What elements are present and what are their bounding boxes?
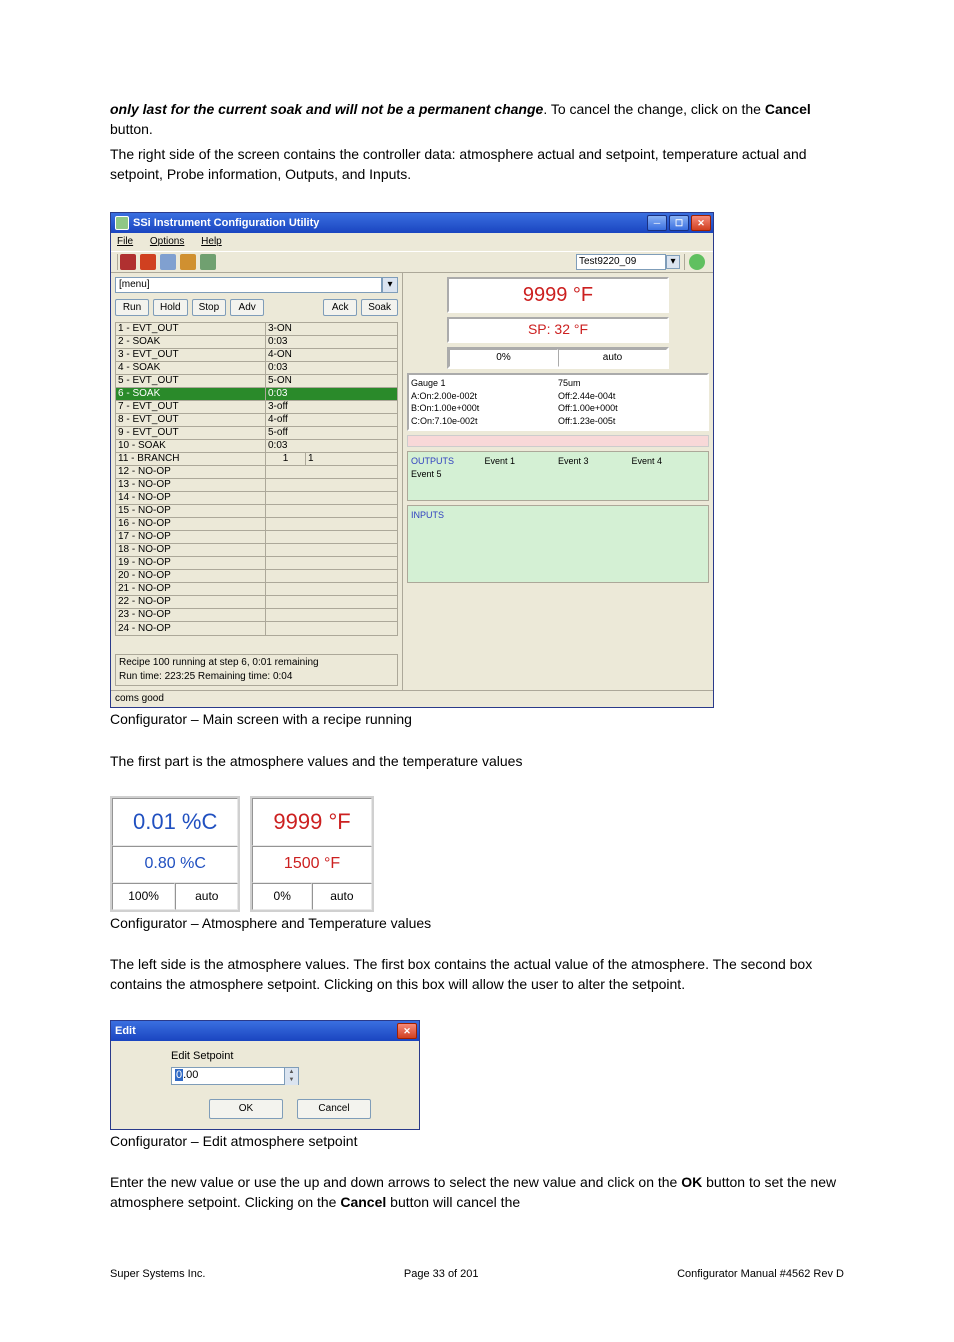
footer-right: Configurator Manual #4562 Rev D — [677, 1267, 844, 1282]
toolbar-icon-4[interactable] — [180, 254, 196, 270]
configurator-window: SSi Instrument Configuration Utility ─ ☐… — [110, 212, 714, 708]
recipe-step-row[interactable]: 23 - NO-OP — [116, 609, 397, 622]
mid-paragraph: The first part is the atmosphere values … — [110, 752, 844, 772]
outputs-header: OUTPUTS — [411, 455, 485, 468]
dialog-titlebar[interactable]: Edit ✕ — [111, 1021, 419, 1041]
toolbar-icon-1[interactable] — [120, 254, 136, 270]
temperature-mode: auto — [312, 883, 372, 910]
menu-options[interactable]: Options — [150, 236, 184, 247]
recipe-pane: [menu] ▾ Run Hold Stop Adv Ack Soak 1 - … — [111, 273, 403, 690]
intro-para-1: only last for the current soak and will … — [110, 100, 844, 139]
ack-button[interactable]: Ack — [323, 299, 357, 316]
output-event-1: Event 1 — [485, 455, 559, 468]
alarm-bar — [407, 435, 709, 447]
gauge-box: Gauge 1A:On:2.00e-002tB:On:1.00e+000tC:O… — [407, 373, 709, 431]
menu-bar: File Options Help — [111, 233, 713, 251]
menu-dropdown[interactable]: [menu] ▾ — [115, 277, 398, 293]
toolbar-icon-2[interactable] — [140, 254, 156, 270]
outputs-box: OUTPUTS Event 1 Event 3 Event 4 Event 5 — [407, 451, 709, 501]
output-percent: 0% — [449, 349, 558, 367]
menu-file[interactable]: File — [117, 236, 133, 247]
toolbar: Test9220_09 ▾ — [111, 251, 713, 273]
edit-setpoint-dialog: Edit ✕ Edit Setpoint 0.00 ▲ ▼ OK Cancel — [110, 1020, 420, 1129]
soak-button[interactable]: Soak — [361, 299, 398, 316]
values-figure: 0.01 %C 0.80 %C 100% auto 9999 °F 1500 °… — [110, 796, 844, 912]
inputs-box: INPUTS — [407, 505, 709, 583]
page-footer: Super Systems Inc. Page 33 of 201 Config… — [110, 1267, 844, 1282]
inputs-header: INPUTS — [411, 510, 444, 520]
stop-button[interactable]: Stop — [192, 299, 227, 316]
final-paragraph: Enter the new value or use the up and do… — [110, 1173, 844, 1212]
system-combo-button[interactable]: ▾ — [666, 255, 680, 269]
intro-emphasis: only last for the current soak and will … — [110, 101, 543, 117]
atmosphere-setpoint[interactable]: 0.80 %C — [112, 846, 238, 882]
temperature-actual: 9999 °F — [447, 277, 669, 313]
figure-caption-2: Configurator – Atmosphere and Temperatur… — [110, 914, 844, 934]
run-button[interactable]: Run — [115, 299, 149, 316]
toolbar-icon-3[interactable] — [160, 254, 176, 270]
maximize-button[interactable]: ☐ — [669, 215, 689, 231]
temperature-output-mode: 0% auto — [447, 347, 669, 369]
toolbar-icon-5[interactable] — [200, 254, 216, 270]
atmosphere-mode: auto — [175, 883, 238, 910]
adv-button[interactable]: Adv — [230, 299, 264, 316]
chevron-down-icon[interactable]: ▾ — [382, 277, 398, 293]
cancel-button[interactable]: Cancel — [297, 1099, 371, 1119]
menu-help[interactable]: Help — [201, 236, 222, 247]
recipe-steps-table[interactable]: 1 - EVT_OUT3-ON2 - SOAK0:033 - EVT_OUT4-… — [115, 322, 398, 636]
temperature-actual-box: 9999 °F — [252, 798, 371, 847]
refresh-icon[interactable] — [689, 254, 705, 270]
temperature-column: 9999 °F 1500 °F 0% auto — [250, 796, 373, 912]
app-icon — [115, 216, 129, 230]
footer-left: Super Systems Inc. — [110, 1267, 205, 1282]
spinner-up-icon[interactable]: ▲ — [285, 1068, 298, 1076]
recipe-status-line2: Run time: 223:25 Remaining time: 0:04 — [119, 670, 394, 684]
recipe-status-line1: Recipe 100 running at step 6, 0:01 remai… — [119, 656, 394, 670]
controller-data-pane: 9999 °F SP: 32 °F 0% auto Gauge 1A:On:2.… — [403, 273, 713, 690]
control-mode: auto — [558, 349, 667, 367]
output-event-5: Event 5 — [411, 468, 705, 481]
output-event-4: Event 4 — [632, 455, 706, 468]
setpoint-paragraph: The left side is the atmosphere values. … — [110, 955, 844, 994]
window-title: SSi Instrument Configuration Utility — [133, 216, 319, 231]
temperature-setpoint[interactable]: SP: 32 °F — [447, 317, 669, 343]
footer-center: Page 33 of 201 — [404, 1267, 479, 1282]
close-button[interactable]: ✕ — [691, 215, 711, 231]
temperature-setpoint-box[interactable]: 1500 °F — [252, 846, 371, 882]
dialog-close-button[interactable]: ✕ — [397, 1023, 417, 1039]
system-combo[interactable]: Test9220_09 — [576, 254, 666, 270]
intro-para-2: The right side of the screen contains th… — [110, 145, 844, 184]
figure-caption-3: Configurator – Edit atmosphere setpoint — [110, 1132, 844, 1152]
window-titlebar[interactable]: SSi Instrument Configuration Utility ─ ☐… — [111, 213, 713, 233]
figure-caption-1: Configurator – Main screen with a recipe… — [110, 710, 844, 730]
recipe-step-row[interactable]: 24 - NO-OP — [116, 622, 397, 635]
output-event-3: Event 3 — [558, 455, 632, 468]
temperature-output-percent: 0% — [252, 883, 312, 910]
status-bar: coms good — [111, 690, 713, 707]
atmosphere-output-percent: 100% — [112, 883, 175, 910]
dialog-title: Edit — [115, 1024, 136, 1039]
ok-button[interactable]: OK — [209, 1099, 283, 1119]
edit-setpoint-label: Edit Setpoint — [171, 1049, 409, 1064]
minimize-button[interactable]: ─ — [647, 215, 667, 231]
hold-button[interactable]: Hold — [153, 299, 188, 316]
atmosphere-actual: 0.01 %C — [112, 798, 238, 847]
setpoint-spinner[interactable]: 0.00 ▲ ▼ — [171, 1067, 299, 1085]
spinner-down-icon[interactable]: ▼ — [285, 1076, 298, 1084]
recipe-status-box: Recipe 100 running at step 6, 0:01 remai… — [115, 654, 398, 686]
atmosphere-column: 0.01 %C 0.80 %C 100% auto — [110, 796, 240, 912]
